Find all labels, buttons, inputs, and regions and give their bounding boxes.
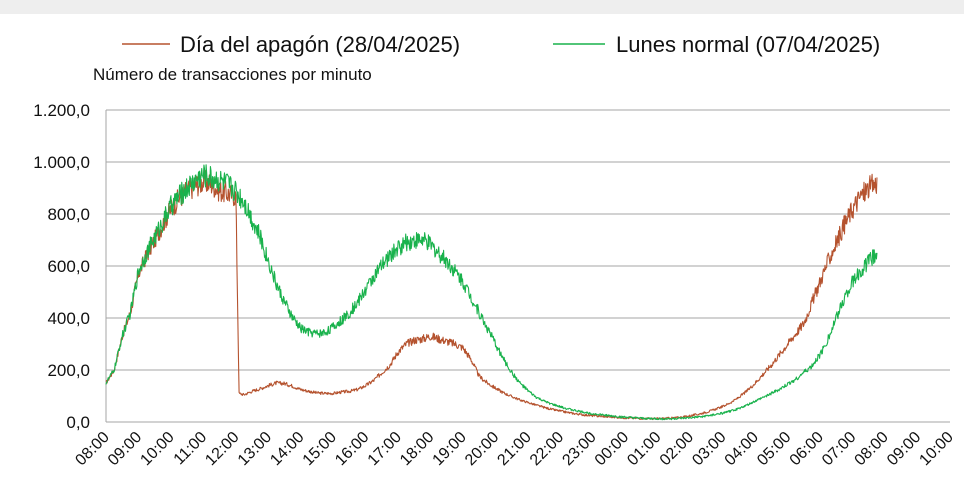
x-tick-label: 10:00 [916,429,956,469]
series-line [105,169,878,421]
x-tick-label: 04:00 [722,429,762,469]
series-line [105,164,878,421]
x-tick-label: 15:00 [300,429,340,469]
x-tick-label: 12:00 [202,429,242,469]
x-tick-label: 09:00 [105,429,145,469]
top-band [0,0,964,14]
x-tick-label: 05:00 [754,429,794,469]
legend-label: Día del apagón (28/04/2025) [180,32,460,57]
x-tick-label: 23:00 [559,429,599,469]
x-tick-label: 13:00 [235,429,275,469]
x-tick-label: 14:00 [267,429,307,469]
x-tick-label: 16:00 [332,429,372,469]
legend-label: Lunes normal (07/04/2025) [616,32,880,57]
y-tick-label: 1.200,0 [33,101,90,120]
x-tick-label: 17:00 [365,429,405,469]
x-tick-label: 08:00 [72,429,112,469]
y-axis-label: Número de transacciones por minuto [93,65,372,84]
x-tick-label: 11:00 [171,429,211,469]
x-tick-label: 09:00 [884,429,924,469]
x-tick-label: 08:00 [852,429,892,469]
x-tick-label: 06:00 [787,429,827,469]
y-tick-label: 600,0 [47,257,90,276]
x-tick-label: 01:00 [624,429,664,469]
x-tick-label: 03:00 [689,429,729,469]
x-tick-label: 00:00 [592,429,632,469]
x-tick-label: 19:00 [430,429,470,469]
y-tick-label: 400,0 [47,309,90,328]
y-tick-label: 1.000,0 [33,153,90,172]
x-tick-label: 10:00 [137,429,177,469]
x-tick-label: 22:00 [527,429,567,469]
x-tick-label: 20:00 [462,429,502,469]
y-tick-label: 800,0 [47,205,90,224]
x-tick-label: 07:00 [819,429,859,469]
x-tick-label: 21:00 [494,429,534,469]
x-tick-label: 18:00 [397,429,437,469]
x-tick-label: 02:00 [657,429,697,469]
y-tick-label: 200,0 [47,361,90,380]
y-tick-label: 0,0 [66,413,90,432]
